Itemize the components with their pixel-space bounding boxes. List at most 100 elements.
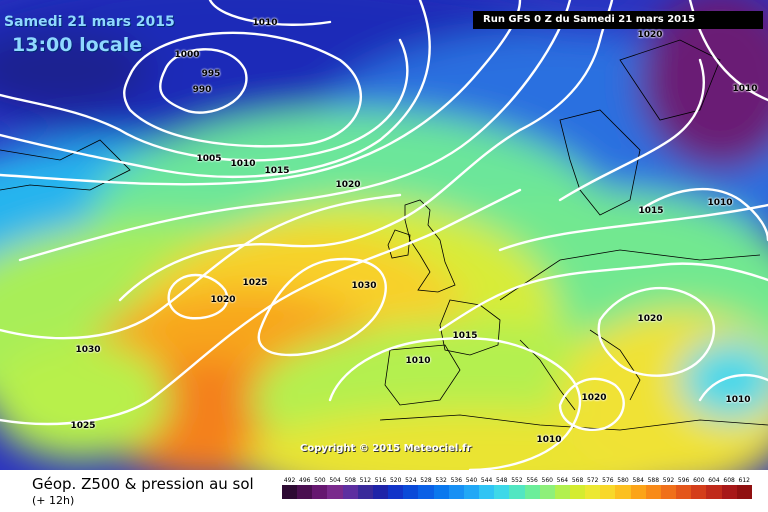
scale-value: 516: [374, 477, 387, 484]
scale-step: 536: [448, 476, 464, 506]
scale-step: 504: [327, 476, 343, 506]
scale-step: 580: [615, 476, 631, 506]
scale-color-swatch: [691, 485, 707, 499]
isobar-label: 1005: [196, 154, 222, 164]
scale-value: 560: [541, 477, 553, 484]
scale-color-swatch: [539, 485, 555, 499]
isobar-label: 1020: [581, 393, 607, 403]
scale-color-swatch: [706, 485, 722, 499]
z500-color-field: [0, 0, 768, 470]
scale-value: 584: [632, 477, 644, 484]
scale-value: 580: [617, 477, 629, 484]
scale-color-swatch: [660, 485, 677, 499]
scale-color-swatch: [736, 485, 752, 499]
scale-value: 536: [450, 477, 463, 484]
isobar-label: 1025: [70, 421, 96, 431]
scale-color-swatch: [357, 485, 373, 499]
scale-step: 548: [494, 476, 510, 506]
scale-value: 596: [677, 477, 690, 484]
isobar-label: 1015: [638, 206, 664, 216]
scale-value: 544: [480, 477, 493, 484]
isobar-label: 1030: [351, 281, 377, 291]
scale-value: 588: [647, 477, 660, 484]
scale-step: 564: [554, 476, 570, 506]
scale-step: 552: [509, 476, 525, 506]
scale-color-swatch: [676, 485, 692, 499]
scale-value: 568: [571, 477, 584, 484]
scale-step: 500: [312, 476, 328, 506]
scale-step: 496: [297, 476, 313, 506]
scale-value: 504: [329, 477, 341, 484]
scale-step: 568: [569, 476, 586, 506]
copyright-notice: Copyright © 2015 Meteociel.fr: [300, 443, 472, 454]
map-title: Géop. Z500 & pression au sol: [32, 475, 254, 493]
isobar-label: 1015: [264, 166, 290, 176]
scale-value: 500: [314, 477, 326, 484]
scale-color-swatch: [554, 485, 570, 499]
scale-color-swatch: [463, 485, 480, 499]
isobar-label: 1010: [405, 356, 431, 366]
scale-color-swatch: [418, 485, 434, 499]
scale-value: 608: [723, 477, 735, 484]
scale-color-swatch: [524, 485, 540, 499]
scale-value: 592: [662, 477, 675, 484]
scale-value: 528: [420, 477, 432, 484]
scale-value: 520: [389, 477, 402, 484]
scale-color-swatch: [297, 485, 313, 499]
scale-color-swatch: [372, 485, 389, 499]
scale-step: 560: [539, 476, 555, 506]
isobar-label: 995: [201, 69, 221, 79]
scale-color-swatch: [645, 485, 661, 499]
scale-step: 588: [645, 476, 661, 506]
model-run-banner: Run GFS 0 Z du Samedi 21 mars 2015: [473, 11, 763, 29]
scale-value: 612: [738, 477, 750, 484]
scale-color-swatch: [630, 485, 646, 499]
scale-value: 576: [602, 477, 614, 484]
scale-value: 524: [405, 477, 417, 484]
scale-value: 512: [359, 477, 372, 484]
isobar-label: 1030: [75, 345, 101, 355]
isobar-label: 1020: [335, 180, 361, 190]
isobar-label: 1010: [536, 435, 562, 445]
scale-color-swatch: [448, 485, 464, 499]
scale-value: 556: [526, 477, 538, 484]
scale-value: 508: [344, 477, 356, 484]
forecast-local-time: 13:00 locale: [12, 34, 143, 56]
isobar-label: 1010: [252, 18, 278, 28]
scale-color-swatch: [327, 485, 343, 499]
scale-value: 604: [708, 477, 720, 484]
scale-color-swatch: [615, 485, 631, 499]
scale-color-swatch: [312, 485, 328, 499]
scale-step: 532: [433, 476, 449, 506]
scale-value: 552: [511, 477, 523, 484]
scale-step: 556: [524, 476, 540, 506]
scale-step: 572: [585, 476, 601, 506]
scale-step: 608: [721, 476, 737, 506]
isobar-label: 1010: [230, 159, 256, 169]
scale-value: 564: [556, 477, 569, 484]
scale-value: 496: [299, 477, 311, 484]
scale-step: 544: [479, 476, 495, 506]
scale-step: 612: [736, 476, 752, 506]
legend-panel: Géop. Z500 & pression au sol (+ 12h) 492…: [0, 470, 768, 512]
isobar-label: 1000: [174, 50, 200, 60]
scale-color-swatch: [721, 485, 737, 499]
scale-value: 532: [435, 477, 447, 484]
scale-value: 492: [283, 477, 296, 484]
scale-step: 540: [463, 476, 480, 506]
z500-color-scale: 492 496 500 504 508 512 516 520 524 528 532 536 540 5…: [282, 476, 752, 506]
scale-color-swatch: [569, 485, 586, 499]
scale-step: 524: [403, 476, 419, 506]
scale-step: 604: [706, 476, 722, 506]
scale-color-swatch: [600, 485, 616, 499]
scale-step: 512: [357, 476, 373, 506]
scale-color-swatch: [403, 485, 419, 499]
scale-step: 528: [418, 476, 434, 506]
isobar-label: 1020: [637, 30, 663, 40]
isobar-label: 1015: [452, 331, 478, 341]
scale-step: 576: [600, 476, 616, 506]
scale-value: 540: [465, 477, 478, 484]
scale-step: 592: [660, 476, 677, 506]
scale-color-swatch: [433, 485, 449, 499]
scale-color-swatch: [479, 485, 495, 499]
